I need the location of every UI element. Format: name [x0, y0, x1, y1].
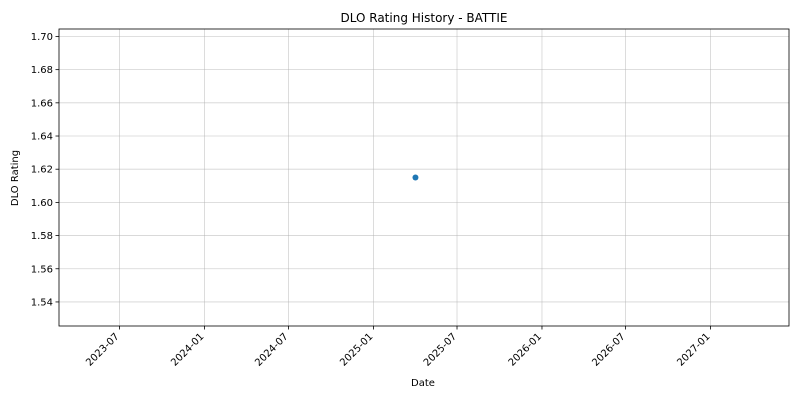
y-tick-label: 1.54	[31, 297, 53, 308]
data-point	[412, 174, 419, 181]
x-axis: 2023-07 2024-01 2024-07 2025-01 2025-07 2026-…	[84, 326, 713, 369]
y-axis: 1.54 1.56 1.58 1.60 1.62 1.64 1.66 1.68 1.70	[31, 32, 59, 308]
y-axis-title: DLO Rating	[10, 150, 21, 206]
x-tick-label: 2026-07	[590, 331, 627, 368]
plot-points	[412, 174, 419, 181]
x-tick-label: 2025-07	[422, 331, 459, 368]
x-axis-title: Date	[411, 378, 435, 389]
x-tick-label: 2025-01	[338, 331, 375, 368]
x-tick-label: 2024-07	[253, 331, 290, 368]
x-tick-label: 2023-07	[84, 331, 121, 368]
grid-layer	[59, 29, 789, 326]
y-tick-label: 1.60	[31, 198, 53, 209]
y-tick-label: 1.62	[31, 165, 53, 176]
y-tick-label: 1.66	[31, 98, 53, 109]
x-tick-label: 2024-01	[169, 331, 206, 368]
y-tick-label: 1.64	[31, 132, 53, 143]
y-tick-label: 1.68	[31, 65, 53, 76]
y-tick-label: 1.70	[31, 32, 53, 43]
y-tick-label: 1.56	[31, 264, 53, 275]
plot-frame	[58, 28, 790, 327]
chart-title: DLO Rating History - BATTIE	[341, 11, 508, 25]
x-tick-label: 2026-01	[507, 331, 544, 368]
y-tick-label: 1.58	[31, 231, 53, 242]
x-tick-label: 2027-01	[675, 331, 712, 368]
